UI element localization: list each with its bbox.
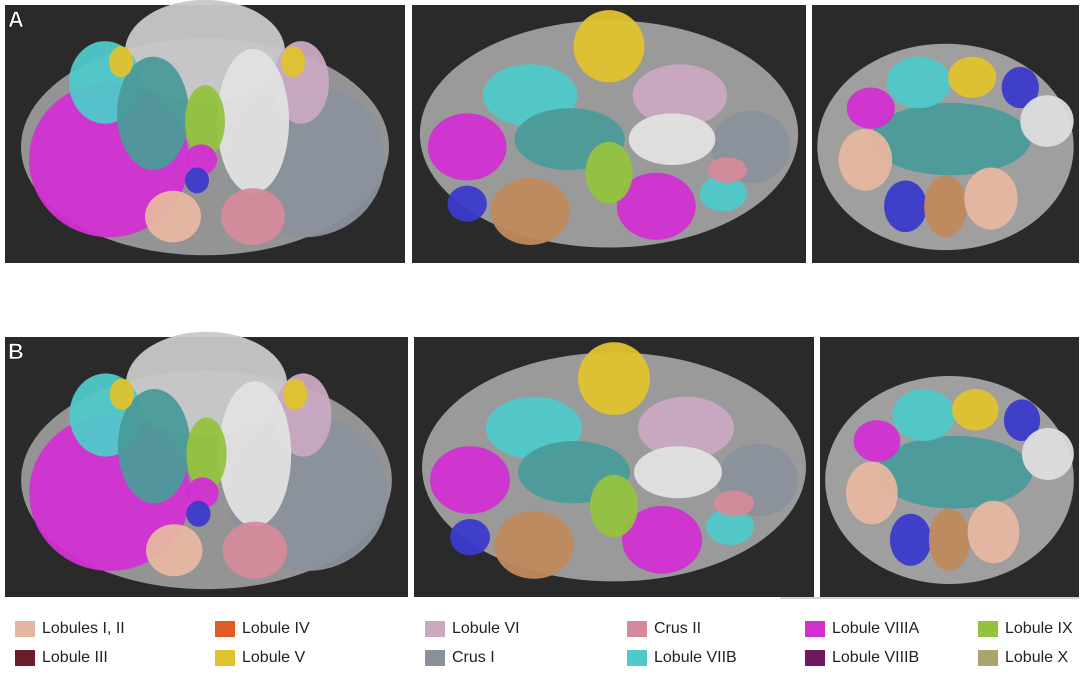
legend-label: Crus I	[452, 649, 495, 666]
legend-label: Lobule V	[242, 649, 305, 666]
region	[699, 175, 747, 212]
region	[1001, 66, 1039, 109]
region	[967, 500, 1020, 564]
region	[628, 113, 716, 165]
region	[590, 474, 638, 538]
region	[884, 180, 927, 233]
region	[217, 48, 289, 194]
legend-label: Lobules I, II	[42, 620, 125, 637]
region	[578, 342, 650, 415]
legend-swatch	[627, 621, 647, 637]
region	[1020, 95, 1074, 147]
region	[221, 188, 285, 245]
legend-label: Crus II	[654, 620, 701, 637]
legend-swatch	[425, 621, 445, 637]
legend-swatch	[805, 650, 825, 666]
region	[145, 190, 201, 243]
region	[146, 524, 203, 577]
panel-label: A	[8, 7, 24, 32]
region	[952, 389, 999, 431]
legend-label: Lobule IX	[1005, 620, 1073, 637]
legend-label: Lobule III	[42, 649, 108, 666]
region	[281, 46, 305, 78]
region	[892, 389, 955, 441]
legend-swatch	[215, 621, 235, 637]
region	[853, 420, 901, 462]
region	[876, 435, 1033, 509]
legend-swatch	[627, 650, 647, 666]
legend-swatch	[978, 650, 998, 666]
region	[886, 56, 951, 109]
region	[490, 177, 570, 245]
region	[218, 381, 292, 527]
region	[185, 167, 209, 194]
region	[706, 508, 754, 545]
region	[707, 157, 747, 184]
region	[186, 417, 227, 491]
region	[870, 103, 1031, 176]
legend-swatch	[15, 621, 35, 637]
legend-swatch	[15, 650, 35, 666]
region	[714, 490, 754, 517]
legend-swatch	[978, 621, 998, 637]
region	[634, 446, 722, 499]
panel-label: B	[8, 339, 24, 364]
legend-label: Lobule VIIIA	[832, 620, 920, 637]
region	[186, 500, 211, 527]
region	[494, 511, 574, 579]
region	[1003, 399, 1041, 442]
region	[964, 167, 1018, 230]
region	[109, 46, 133, 78]
region	[185, 84, 225, 158]
region	[622, 506, 702, 574]
legend-label: Lobule VIIIB	[832, 649, 919, 666]
region	[1022, 428, 1074, 480]
region	[846, 87, 895, 129]
region	[427, 113, 507, 181]
region	[616, 172, 696, 240]
region	[928, 508, 971, 571]
region	[889, 513, 932, 566]
legend-label: Lobule VI	[452, 620, 520, 637]
region	[222, 521, 288, 579]
region	[109, 378, 134, 410]
region	[632, 64, 728, 127]
region	[185, 144, 217, 176]
region	[845, 461, 898, 525]
region	[450, 519, 490, 556]
region	[573, 10, 645, 83]
region	[838, 128, 893, 191]
legend-label: Lobule IV	[242, 620, 310, 637]
region	[430, 446, 510, 514]
legend-label: Lobule X	[1005, 649, 1068, 666]
legend-swatch	[425, 650, 445, 666]
legend-swatch	[215, 650, 235, 666]
region	[638, 396, 734, 460]
region	[283, 378, 308, 410]
legend-swatch	[805, 621, 825, 637]
legend-label: Lobule VIIB	[654, 649, 737, 666]
region	[447, 185, 487, 222]
region	[186, 477, 219, 509]
region	[117, 389, 191, 504]
region	[117, 56, 189, 171]
region	[948, 56, 997, 98]
region	[585, 141, 633, 204]
region	[924, 175, 967, 238]
